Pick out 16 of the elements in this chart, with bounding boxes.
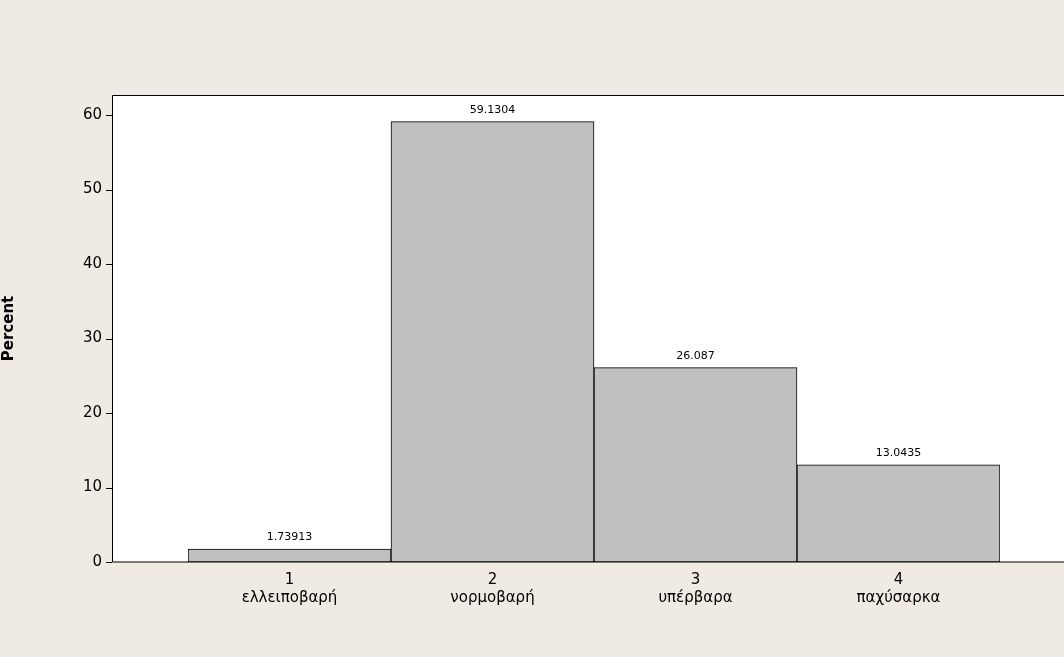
y-axis-title: Percent (0, 295, 17, 362)
data-label: 13.0435 (875, 446, 922, 460)
y-tick-label: 60 (82, 105, 102, 123)
y-tick-label: 50 (82, 179, 102, 198)
y-tick-label: 40 (82, 253, 102, 272)
data-label: 26.087 (676, 349, 715, 363)
x-tick-label: 4 παχύσαρκα (856, 569, 941, 606)
data-label: 1.73913 (266, 530, 313, 544)
y-tick-label: 10 (82, 477, 102, 496)
y-tick-label: 20 (82, 402, 102, 421)
data-label: 59.1304 (469, 102, 516, 116)
y-tick-label: 30 (82, 328, 102, 347)
y-tick-label: 0 (92, 551, 102, 570)
x-tick-label: 1 ελλειποβαρή (241, 569, 338, 606)
x-tick-label: 3 υπέρβαρα (658, 569, 733, 606)
x-tick-label: 2 νορμοβαρή (450, 569, 535, 606)
